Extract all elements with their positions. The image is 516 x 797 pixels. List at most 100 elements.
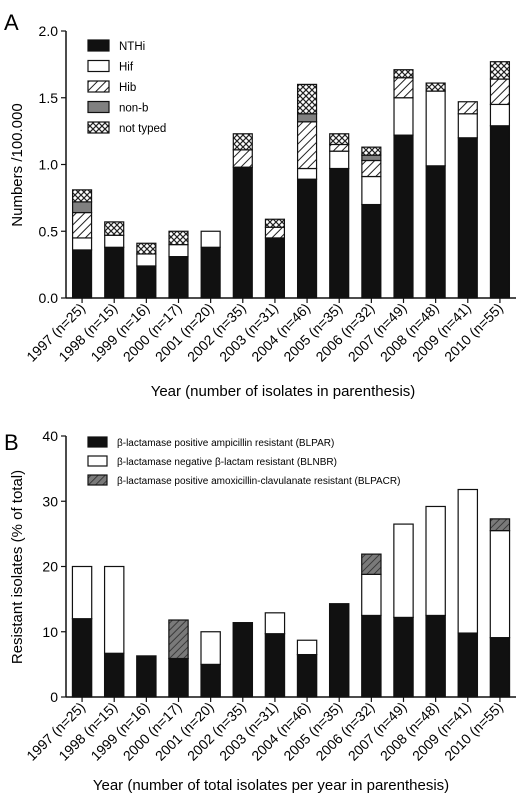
- panel-b-y-tick-label: 30: [42, 493, 58, 509]
- panel-b-bar-lactamase-negative-lactam-resistant-blnbr: [457, 488, 479, 634]
- panel-b-x-axis-title: Year (number of total isolates per year …: [93, 777, 449, 794]
- panel-a-bar-hib: [329, 143, 350, 152]
- panel-a-bar-hib: [232, 149, 253, 168]
- panel-a-legend-swatch-hif: [87, 59, 110, 73]
- panel-b-bar-lactamase-positive-ampicillin-resistant-blpar: [457, 632, 479, 698]
- panel-a-bar-nthi: [489, 125, 511, 299]
- panel-a-bar-nthi: [457, 137, 478, 299]
- panel-b-legend-label: β-lactamase positive amoxicillin-clavula…: [117, 476, 400, 487]
- panel-a-bar-nthi: [232, 166, 253, 299]
- panel-b-legend-label: β-lactamase positive ampicillin resistan…: [117, 438, 334, 449]
- panel-a-legend-label: non-b: [119, 103, 148, 115]
- panel-a-bar-hif: [200, 230, 221, 248]
- panel-a-bar-hif: [489, 103, 511, 127]
- panel-b-y-tick-label: 40: [42, 428, 58, 444]
- panel-a-bar-hib: [71, 211, 93, 239]
- panel-b-bar-lactamase-positive-amoxicillin-clavulanate-resistant-blpacr: [168, 619, 189, 660]
- panel-a-bar-hib: [296, 121, 318, 170]
- panel-b-bar-lactamase-positive-ampicillin-resistant-blpar: [393, 616, 414, 698]
- panel-a-bar-hif: [168, 244, 189, 258]
- panel-a-bar-not-typed: [264, 218, 286, 228]
- panel-a-bar-not-typed: [425, 82, 446, 92]
- panel-b-letter: B: [4, 430, 19, 455]
- panel-b-bar-lactamase-negative-lactam-resistant-blnbr: [489, 530, 511, 639]
- panel-a-x-axis-title: Year (number of isolates in parenthesis): [151, 383, 416, 400]
- panel-a-bar-non-b: [71, 201, 93, 214]
- panel-a-bar-hib: [393, 77, 414, 99]
- panel-b-bar-lactamase-positive-ampicillin-resistant-blpar: [200, 663, 221, 698]
- panel-a-bar-not-typed: [136, 242, 157, 255]
- panel-a-bar-hif: [296, 167, 318, 180]
- panel-a-bar-hib: [489, 78, 511, 106]
- panel-b-legend-swatch-lactamase-negative-lactam-resistant-blnbr: [87, 455, 108, 467]
- panel-a-bar-hif: [393, 97, 414, 136]
- panel-a-y-tick-label: 0.0: [39, 290, 59, 306]
- panel-b-bar-lactamase-negative-lactam-resistant-blnbr: [200, 631, 221, 665]
- panel-b-bar-lactamase-positive-amoxicillin-clavulanate-resistant-blpacr: [489, 518, 511, 532]
- panel-a-letter: A: [4, 10, 19, 35]
- panel-a-legend-swatch-not-typed: [87, 121, 110, 134]
- panel-b-bar-lactamase-positive-ampicillin-resistant-blpar: [328, 603, 350, 698]
- panel-a-bar-not-typed: [71, 189, 93, 203]
- panel-b-bar-lactamase-positive-ampicillin-resistant-blpar: [103, 652, 125, 698]
- panel-b-bar-lactamase-positive-ampicillin-resistant-blpar: [232, 622, 254, 698]
- panel-b-bar-lactamase-positive-ampicillin-resistant-blpar: [361, 614, 382, 698]
- panel-a-bar-not-typed: [296, 83, 318, 115]
- panel-a-bar-hif: [329, 150, 350, 170]
- panel-a-legend-label: Hif: [119, 62, 134, 74]
- panel-a-bar-hif: [425, 90, 446, 167]
- panel-a-y-tick-label: 2.0: [39, 23, 59, 39]
- panel-b-y-tick-label: 0: [50, 689, 58, 705]
- panel-a-bar-nthi: [296, 178, 318, 299]
- panel-a-bar-nthi: [425, 165, 446, 299]
- panel-b-bar-lactamase-negative-lactam-resistant-blnbr: [103, 565, 125, 654]
- panel-b-bar-lactamase-negative-lactam-resistant-blnbr: [393, 523, 414, 618]
- panel-b-bar-lactamase-positive-ampicillin-resistant-blpar: [168, 657, 189, 698]
- panel-a: A Numbers /100.000 Year (number of isola…: [4, 10, 516, 400]
- panel-a-bar-not-typed: [232, 133, 253, 151]
- panel-b-bar-lactamase-positive-ampicillin-resistant-blpar: [136, 655, 157, 698]
- panel-b-bar-lactamase-positive-ampicillin-resistant-blpar: [71, 618, 93, 698]
- panel-a-y-axis-title: Numbers /100.000: [9, 103, 26, 226]
- panel-b-y-tick-label: 20: [42, 559, 58, 575]
- panel-a-bar-hif: [361, 175, 382, 206]
- panel-b-legend: β-lactamase positive ampicillin resistan…: [87, 436, 400, 487]
- panel-a-bar-nthi: [393, 134, 414, 299]
- panel-b: B Resistant isolates (% of total) Year (…: [4, 428, 516, 794]
- panel-a-bar-nthi: [264, 237, 286, 299]
- panel-b-bar-lactamase-positive-amoxicillin-clavulanate-resistant-blpacr: [361, 553, 382, 575]
- panel-a-bar-hib: [457, 101, 478, 115]
- panel-a-legend-swatch-hib: [87, 80, 110, 93]
- panel-b-legend-swatch-lactamase-positive-ampicillin-resistant-blpar: [87, 436, 108, 448]
- panel-a-bar-nthi: [104, 246, 125, 299]
- panel-b-y-tick-label: 10: [42, 624, 58, 640]
- panel-a-y-tick-label: 1.0: [39, 157, 59, 173]
- panel-a-bar-nthi: [168, 256, 189, 299]
- panel-a-legend-label: not typed: [119, 123, 166, 135]
- panel-a-bar-hif: [457, 113, 478, 139]
- panel-a-bar-hif: [71, 237, 93, 251]
- panel-a-bar-hib: [264, 226, 286, 239]
- panel-a-bar-nthi: [361, 203, 382, 299]
- panel-a-bar-hif: [104, 234, 125, 248]
- panel-a-legend: NTHi Hif Hib non-b not typed: [87, 39, 166, 135]
- panel-a-bar-not-typed: [361, 146, 382, 156]
- panel-a-bar-not-typed: [489, 61, 511, 80]
- panel-a-y-tick-label: 0.5: [39, 223, 59, 239]
- panel-b-legend-swatch-lactamase-positive-amoxicillin-clavulanate-resistant-blpacr: [87, 474, 108, 486]
- panel-a-bar-not-typed: [168, 230, 189, 246]
- panel-b-y-axis-title: Resistant isolates (% of total): [9, 470, 26, 664]
- panel-b-bar-lactamase-negative-lactam-resistant-blnbr: [71, 565, 93, 620]
- panel-a-bar-not-typed: [393, 69, 414, 79]
- panel-a-y-tick-label: 1.5: [39, 90, 59, 106]
- panel-a-bar-nthi: [329, 167, 350, 299]
- panel-a-bar-nthi: [71, 249, 93, 299]
- panel-b-bar-lactamase-positive-ampicillin-resistant-blpar: [296, 653, 318, 698]
- panel-a-bars: [71, 61, 511, 299]
- panel-a-bar-non-b: [296, 113, 318, 123]
- panel-a-bar-hif: [136, 253, 157, 267]
- panel-a-bar-not-typed: [329, 133, 350, 146]
- panel-a-legend-label: Hib: [119, 82, 136, 94]
- panel-b-bar-lactamase-negative-lactam-resistant-blnbr: [361, 573, 382, 617]
- panel-b-bar-lactamase-negative-lactam-resistant-blnbr: [296, 639, 318, 656]
